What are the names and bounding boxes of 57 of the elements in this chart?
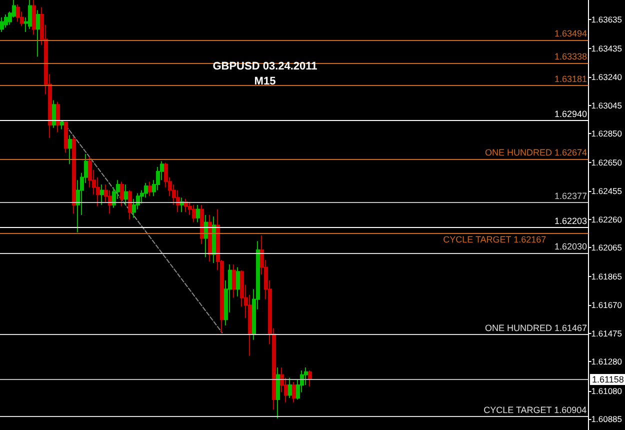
y-tick-label: 1.62850 — [591, 128, 622, 139]
ref-line-label: 1.62030 — [554, 241, 588, 252]
y-tick-label: 1.60885 — [591, 414, 622, 424]
candlestick — [28, 0, 32, 30]
y-tick-label: 1.61670 — [591, 300, 622, 310]
candlestick — [64, 122, 68, 154]
ref-line-label: 1.63494 — [554, 28, 588, 39]
y-tick-label: 1.62455 — [591, 186, 622, 196]
candlestick — [308, 370, 312, 387]
candlestick — [196, 204, 200, 223]
candlestick — [124, 184, 128, 206]
candlestick — [52, 100, 56, 128]
text: GBPUSD 03.24.2011 — [212, 60, 318, 72]
candlestick — [148, 181, 152, 197]
ref-line-label: 1.62203 — [554, 216, 588, 226]
ref-line-label: 1.63181 — [554, 74, 588, 84]
ref-line-label: CYCLE TARGET 1.60904 — [484, 404, 587, 415]
candlestick — [200, 204, 204, 245]
candlestick — [204, 214, 208, 258]
y-tick-label: 1.63240 — [591, 72, 622, 82]
y-tick-label: 1.62650 — [591, 158, 622, 168]
y-tick-label: 1.61865 — [591, 272, 622, 282]
ref-line-label: 1.62940 — [554, 109, 588, 120]
candlestick — [60, 120, 64, 130]
candlestick — [100, 184, 104, 206]
candlestick — [0, 16, 4, 32]
y-tick-label: 1.62065 — [591, 242, 622, 253]
candlestick — [192, 204, 196, 223]
ref-line-label: CYCLE TARGET 1.62167 — [443, 234, 546, 244]
candlestick — [212, 216, 216, 264]
candlestick — [276, 367, 280, 419]
ref-line-label: ONE HUNDRED 1.61467 — [484, 323, 588, 334]
ref-line-label: ONE HUNDRED 1.62674 — [484, 148, 588, 158]
candlestick — [236, 266, 240, 297]
candlestick — [32, 0, 36, 36]
y-tick-label: 1.62260 — [591, 214, 622, 224]
y-tick-label: 1.61475 — [591, 328, 622, 338]
y-tick-label: 1.61080 — [591, 386, 622, 396]
candlestick — [120, 181, 124, 207]
candlestick — [292, 382, 296, 403]
candlestick — [288, 377, 292, 399]
text: M15 — [254, 76, 276, 88]
candlestick — [72, 136, 76, 214]
candlestick — [4, 14, 8, 28]
ref-line-label: 1.62377 — [554, 190, 588, 201]
y-tick-label: 1.63635 — [591, 14, 622, 25]
candlestick — [36, 10, 40, 58]
y-tick-label: 1.63435 — [591, 44, 622, 54]
candlestick — [56, 101, 60, 133]
ref-line-label: 1.63338 — [554, 51, 588, 62]
ref-line-label: 1.61158 — [592, 374, 624, 384]
candlestick — [232, 264, 236, 298]
y-tick-label: 1.61280 — [591, 356, 622, 367]
y-tick-label: 1.63045 — [591, 100, 622, 110]
candlestick — [68, 134, 72, 165]
candlestick — [16, 4, 20, 22]
candlestick — [128, 190, 132, 220]
